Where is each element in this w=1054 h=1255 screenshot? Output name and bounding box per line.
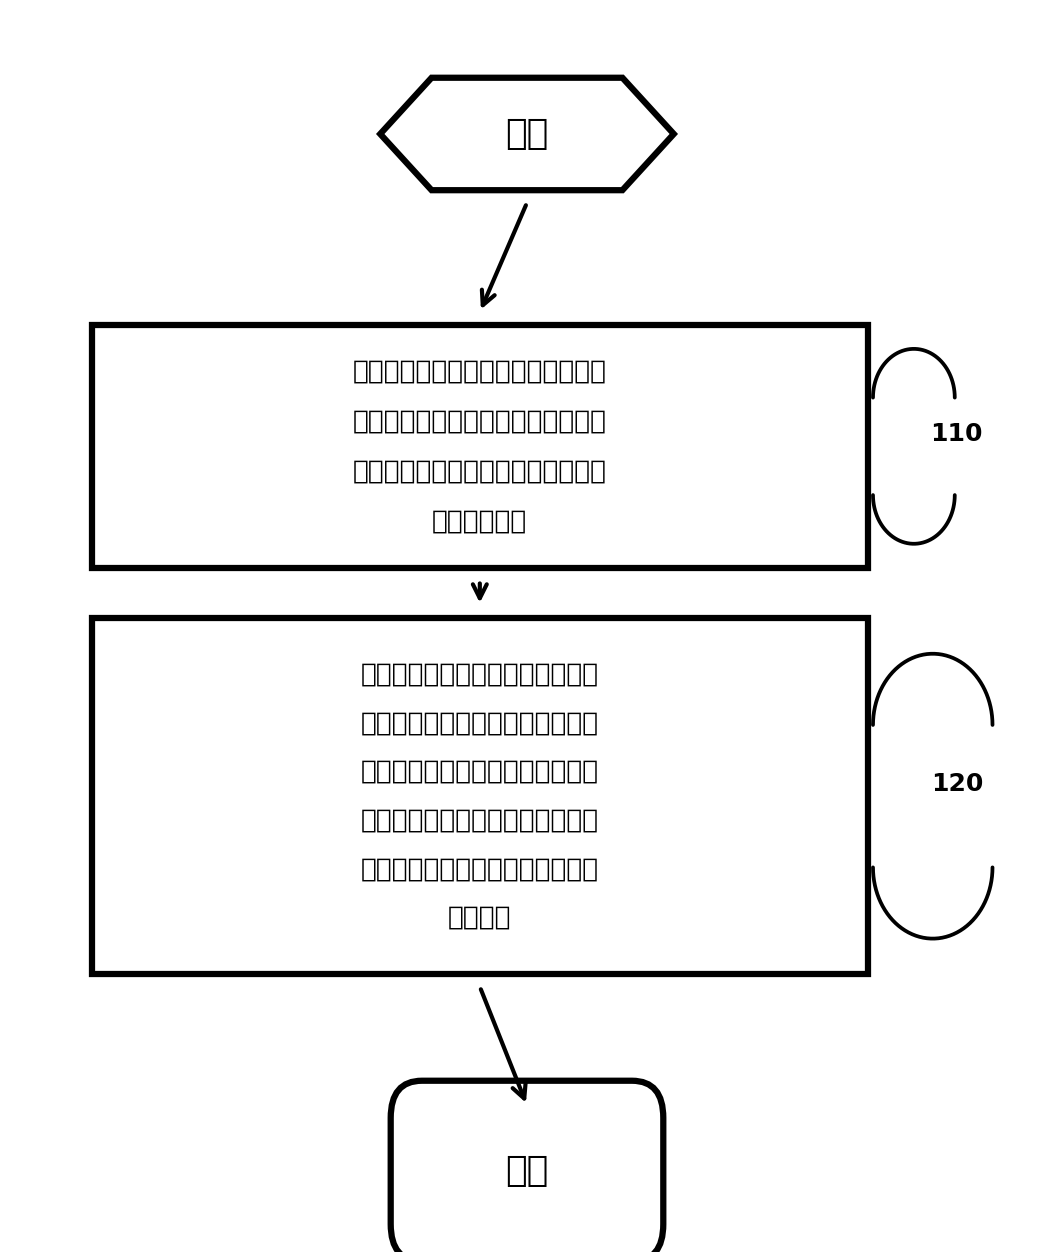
Text: 输出功率: 输出功率	[448, 905, 511, 931]
Text: 所述输出功率接近或等于所述最优: 所述输出功率接近或等于所述最优	[360, 856, 599, 882]
Text: 预定风速低于使风力发电机组正常运: 预定风速低于使风力发电机组正常运	[353, 458, 607, 484]
Text: 开始: 开始	[505, 117, 549, 151]
Text: 小桨距角的位置进行调整，以使得: 小桨距角的位置进行调整，以使得	[360, 807, 599, 833]
Bar	[92, 619, 867, 974]
Text: 结束: 结束	[505, 1155, 549, 1188]
Text: 110: 110	[931, 422, 983, 446]
Text: 120: 120	[931, 772, 983, 796]
Polygon shape	[380, 78, 674, 191]
Text: 行的额定风速: 行的额定风速	[432, 508, 527, 535]
Bar	[92, 325, 867, 569]
Text: 获取风力发电机组在预定风速以最小: 获取风力发电机组在预定风速以最小	[353, 359, 607, 384]
FancyBboxPatch shape	[391, 1081, 663, 1255]
Text: 在预定风速以最小桨距角运行的最: 在预定风速以最小桨距角运行的最	[360, 710, 599, 737]
Text: 桨距角运行的输出功率，其中，所述: 桨距角运行的输出功率，其中，所述	[353, 408, 607, 434]
Text: 当所述输出功率小于风力发电机组: 当所述输出功率小于风力发电机组	[360, 661, 599, 688]
Text: 优输出功率时，在预定范围内对最: 优输出功率时，在预定范围内对最	[360, 759, 599, 784]
